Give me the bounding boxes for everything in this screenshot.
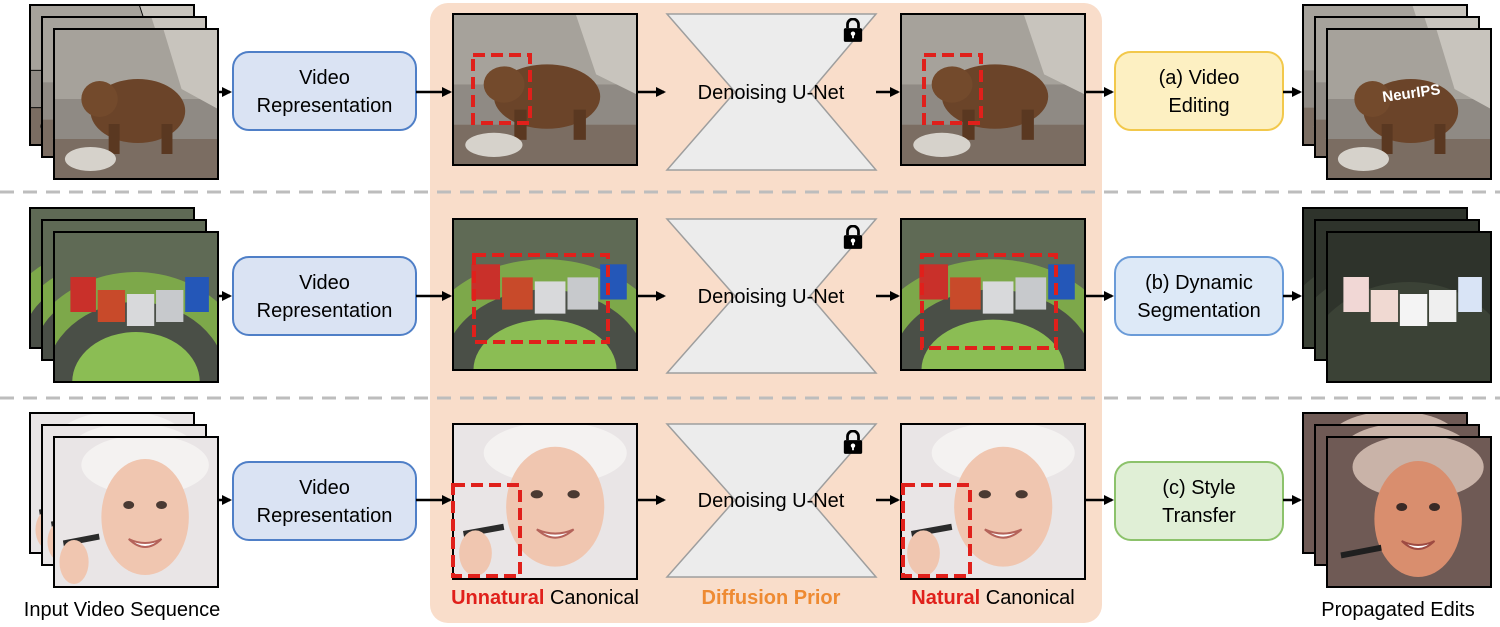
unnatural-rest: Canonical — [544, 587, 639, 609]
natural-canonical-image — [900, 13, 1086, 166]
unnatural-highlight: Unnatural — [451, 587, 544, 609]
task-label-line1: (c) Style — [1162, 477, 1235, 499]
input-caption: Input Video Sequence — [24, 599, 220, 621]
video-representation-box: Video Representation — [232, 51, 417, 131]
representation-label-line2: Representation — [257, 95, 393, 117]
task-label-line1: (b) Dynamic — [1145, 272, 1253, 294]
task-box-style-transfer: (c) Style Transfer — [1114, 461, 1284, 541]
row-c: Video Representation Denoising U-Net (c)… — [29, 412, 1492, 588]
task-label-line1: (a) Video — [1159, 67, 1240, 89]
input-frames — [29, 412, 219, 588]
output-frames — [1302, 207, 1492, 383]
output-frames — [1302, 412, 1492, 588]
diffusion-prior-caption: Diffusion Prior — [702, 587, 841, 609]
task-label-line2: Segmentation — [1137, 300, 1260, 322]
representation-label-line2: Representation — [257, 505, 393, 527]
denoising-unet: Denoising U-Net — [665, 218, 878, 374]
denoising-unet: Denoising U-Net — [665, 13, 878, 171]
row-a: Video Representation Denoising U-Net (a)… — [29, 4, 1492, 180]
unet-label: Denoising U-Net — [698, 286, 845, 308]
row-b: Video Representation Denoising U-Net (b)… — [29, 207, 1492, 383]
representation-label-line1: Video — [299, 477, 350, 499]
video-representation-box: Video Representation — [232, 256, 417, 336]
video-representation-box: Video Representation — [232, 461, 417, 541]
task-box-dynamic-segmentation: (b) Dynamic Segmentation — [1114, 256, 1284, 336]
representation-label-line1: Video — [299, 272, 350, 294]
unnatural-caption: Unnatural Canonical — [451, 587, 639, 609]
output-frames: NeurIPS — [1302, 4, 1492, 180]
natural-highlight: Natural — [911, 587, 980, 609]
denoising-unet: Denoising U-Net — [665, 423, 878, 578]
natural-canonical-image — [900, 423, 1086, 580]
unet-label: Denoising U-Net — [698, 82, 845, 104]
natural-canonical-image — [900, 218, 1086, 371]
representation-label-line2: Representation — [257, 300, 393, 322]
task-label-line2: Editing — [1168, 95, 1229, 117]
natural-rest: Canonical — [980, 587, 1075, 609]
natural-caption: Natural Canonical — [911, 587, 1074, 609]
representation-label-line1: Video — [299, 67, 350, 89]
task-label-line2: Transfer — [1162, 505, 1236, 527]
unet-label: Denoising U-Net — [698, 490, 845, 512]
task-box-video-editing: (a) Video Editing — [1114, 51, 1284, 131]
unnatural-canonical-image — [452, 13, 638, 166]
unnatural-canonical-image — [452, 218, 638, 371]
output-caption: Propagated Edits — [1321, 599, 1474, 621]
input-frames — [29, 207, 219, 383]
unnatural-canonical-image — [451, 423, 638, 580]
input-frames — [29, 4, 219, 180]
